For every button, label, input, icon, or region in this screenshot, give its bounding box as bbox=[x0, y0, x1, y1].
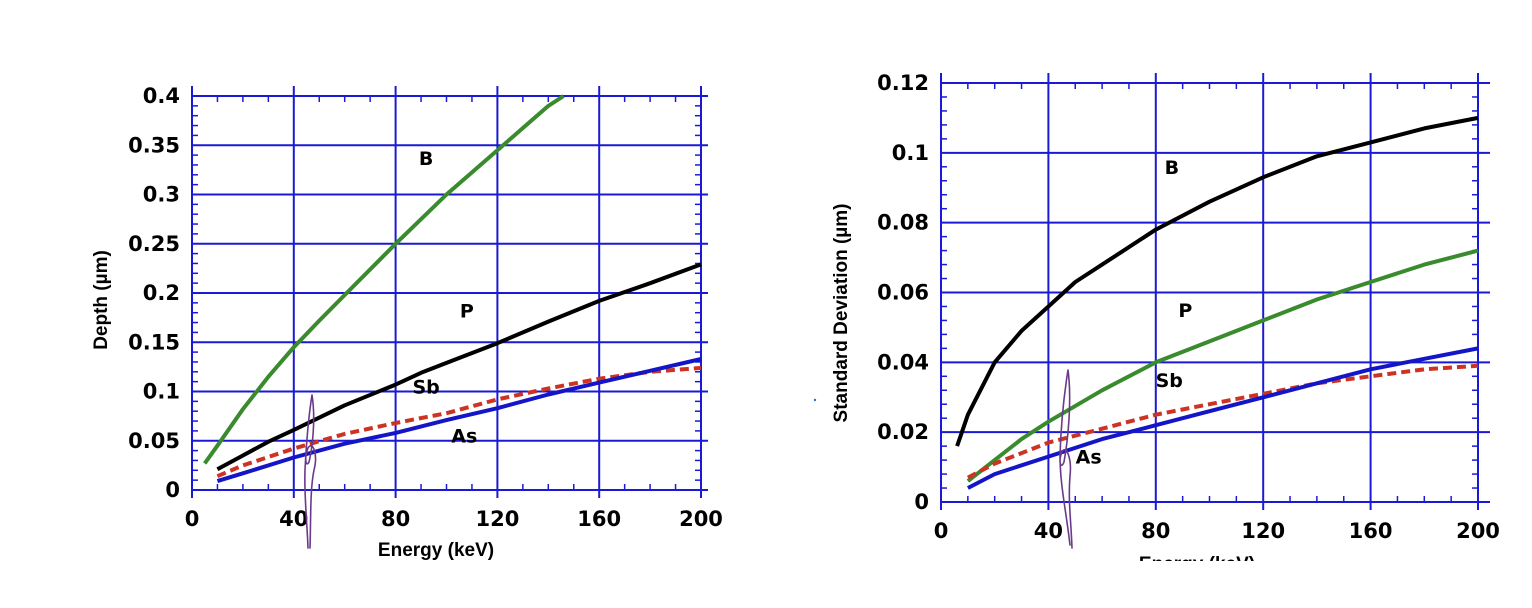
depth-label-sb: Sb bbox=[412, 376, 439, 398]
std-dev-series-p-line bbox=[966, 248, 1479, 483]
std-dev-y-tick-label: 0.08 bbox=[877, 211, 929, 235]
depth-chart: B P Sb As 0 0.05 0.1 0.15 0.2 0.25 0.3 0.35 0.4 0 40 8… bbox=[91, 84, 723, 561]
std-dev-label-sb: Sb bbox=[1156, 370, 1183, 392]
crop-mask-bottom bbox=[880, 561, 1532, 608]
stray-dot bbox=[813, 398, 817, 402]
depth-series-group bbox=[203, 94, 702, 484]
depth-x-tick-label: 0 bbox=[185, 507, 200, 531]
depth-label-p: P bbox=[460, 301, 474, 323]
std-dev-series-as-line bbox=[966, 346, 1479, 490]
std-dev-y-tick-label: 0.04 bbox=[877, 350, 929, 374]
depth-x-tick-label: 120 bbox=[475, 507, 519, 531]
depth-grid bbox=[191, 86, 708, 498]
std-dev-x-tick-label: 0 bbox=[934, 519, 949, 543]
depth-curve-labels: B P Sb As bbox=[412, 148, 477, 448]
depth-label-as: As bbox=[451, 426, 477, 448]
depth-y-tick-label: 0.4 bbox=[143, 84, 180, 108]
depth-y-tick-label: 0.25 bbox=[128, 232, 180, 256]
depth-y-tick-label: 0.15 bbox=[128, 330, 180, 354]
depth-series-b-line bbox=[203, 94, 565, 465]
std-dev-y-tick-label: 0 bbox=[914, 490, 929, 514]
std-dev-x-tick-label: 200 bbox=[1456, 519, 1500, 543]
depth-label-b: B bbox=[419, 148, 433, 170]
depth-tick-labels: 0 0.05 0.1 0.15 0.2 0.25 0.3 0.35 0.4 0 40 80 120 160… bbox=[128, 84, 723, 531]
std-dev-x-tick-label: 80 bbox=[1141, 519, 1170, 543]
depth-x-tick-label: 80 bbox=[381, 507, 410, 531]
std-dev-y-tick-label: 0.12 bbox=[877, 71, 929, 95]
depth-y-tick-label: 0.35 bbox=[128, 133, 180, 157]
depth-series-as-line bbox=[216, 357, 702, 484]
std-dev-series-group bbox=[955, 115, 1479, 490]
depth-x-tick-label: 160 bbox=[577, 507, 621, 531]
std-dev-x-tick-label: 40 bbox=[1034, 519, 1063, 543]
handwritten-mark bbox=[304, 369, 1073, 549]
depth-y-tick-label: 0.1 bbox=[143, 380, 180, 404]
depth-y-tick-label: 0.05 bbox=[128, 429, 180, 453]
std-dev-y-tick-label: 0.02 bbox=[877, 420, 929, 444]
depth-x-tick-label: 200 bbox=[679, 507, 723, 531]
depth-y-tick-label: 0 bbox=[165, 478, 180, 502]
depth-y-tick-label: 0.3 bbox=[143, 183, 180, 207]
std-dev-label-p: P bbox=[1178, 300, 1192, 322]
std-dev-y-axis-title: Standard Deviation (µm) bbox=[831, 204, 852, 423]
std-dev-series-b-line bbox=[955, 115, 1479, 447]
depth-y-axis-title: Depth (µm) bbox=[91, 250, 112, 350]
std-dev-curve-labels: B P Sb As bbox=[1076, 157, 1193, 469]
std-dev-y-tick-label: 0.06 bbox=[877, 281, 929, 305]
std-dev-grid bbox=[940, 73, 1490, 510]
depth-y-tick-label: 0.2 bbox=[143, 281, 180, 305]
depth-x-tick-label: 40 bbox=[279, 507, 308, 531]
std-dev-x-tick-label: 120 bbox=[1241, 519, 1285, 543]
depth-series-p-line bbox=[216, 262, 702, 472]
std-dev-x-tick-label: 160 bbox=[1349, 519, 1393, 543]
depth-series-sb-line bbox=[216, 365, 702, 479]
std-dev-series-sb-line bbox=[966, 363, 1479, 480]
std-dev-label-b: B bbox=[1165, 157, 1179, 179]
std-dev-label-as: As bbox=[1076, 447, 1102, 469]
std-dev-chart: B P Sb As 0 0.02 0.04 0.06 0.08 0.1 0.12 0 40 80 120 1… bbox=[831, 71, 1500, 575]
std-dev-y-tick-label: 0.1 bbox=[892, 141, 929, 165]
std-dev-tick-labels: 0 0.02 0.04 0.06 0.08 0.1 0.12 0 40 80 120 160 200 bbox=[877, 71, 1500, 543]
depth-x-axis-title: Energy (keV) bbox=[378, 540, 494, 561]
